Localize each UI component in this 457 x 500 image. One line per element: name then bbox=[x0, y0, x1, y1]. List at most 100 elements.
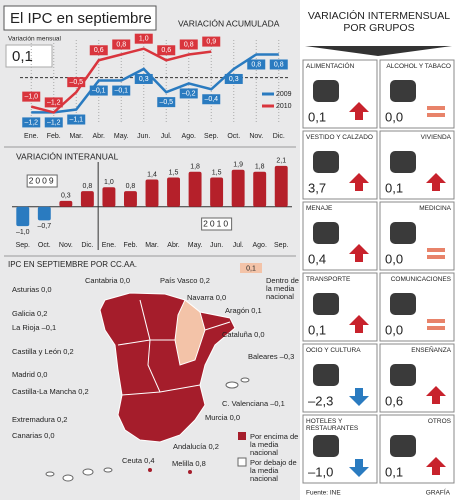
group-name: HOTELES Y RESTAURANTES bbox=[306, 418, 359, 432]
x-tick-label: Feb. bbox=[123, 242, 137, 249]
legend-label: 2010 bbox=[276, 103, 292, 110]
data-label: –0,2 bbox=[182, 90, 196, 97]
data-label: –0,5 bbox=[159, 99, 173, 106]
label-box bbox=[134, 33, 153, 44]
group-icon bbox=[390, 222, 416, 244]
group-value: 0,6 bbox=[385, 393, 403, 408]
year-box bbox=[201, 217, 233, 231]
group-icon bbox=[313, 151, 339, 173]
region-label: C. Valenciana –0,1 bbox=[222, 399, 285, 408]
region-label: Melilla 0,8 bbox=[172, 459, 206, 468]
label-box bbox=[224, 73, 243, 84]
map-island bbox=[240, 377, 250, 383]
label-box bbox=[202, 94, 221, 105]
label-box bbox=[67, 77, 86, 88]
group-value: 0,1 bbox=[385, 464, 403, 479]
group-name: OTROS bbox=[427, 418, 451, 425]
bar bbox=[145, 179, 159, 207]
label-box bbox=[112, 39, 131, 50]
equal-sign bbox=[427, 319, 445, 323]
group-name: ALCOHOL Y TABACO bbox=[386, 63, 451, 70]
legend-swatch bbox=[237, 457, 247, 467]
label-box bbox=[134, 73, 153, 84]
x-tick-label: May. bbox=[114, 133, 129, 140]
x-tick-label: Ene. bbox=[24, 133, 38, 140]
group-value: 0,0 bbox=[385, 251, 403, 266]
map-region bbox=[174, 299, 206, 366]
legend-text: Por encima de la media nacional bbox=[250, 432, 299, 457]
legend-text: Por debajo de la media nacional bbox=[250, 458, 297, 483]
equal-sign bbox=[427, 255, 445, 259]
data-label: 1,0 bbox=[139, 36, 149, 43]
label-box bbox=[112, 85, 131, 96]
region-label: Castilla y León 0,2 bbox=[12, 347, 74, 356]
group-icon bbox=[313, 222, 339, 244]
data-label: –0,4 bbox=[204, 96, 218, 103]
data-label: –1,1 bbox=[69, 116, 83, 123]
data-label: 0,3 bbox=[139, 76, 149, 83]
arrow-up bbox=[349, 315, 369, 333]
region-label: Madrid 0,0 bbox=[12, 370, 47, 379]
data-label: –0,1 bbox=[92, 87, 106, 94]
label-box bbox=[202, 36, 221, 47]
equal-sign bbox=[427, 106, 445, 110]
legend-value: 0,1 bbox=[246, 265, 256, 272]
bar bbox=[210, 177, 224, 207]
region-label: La Rioja –0,1 bbox=[12, 323, 56, 332]
x-tick-label: Nov. bbox=[59, 242, 73, 249]
group-name: VIVIENDA bbox=[420, 134, 451, 141]
arrow-up bbox=[426, 457, 446, 475]
header-arrow bbox=[305, 46, 452, 56]
arrow-up bbox=[426, 173, 446, 191]
region-label: Asturias 0,0 bbox=[12, 285, 52, 294]
data-label: –0,5 bbox=[69, 79, 83, 86]
group-icon bbox=[390, 80, 416, 102]
equal-sign bbox=[427, 248, 445, 252]
region-label: Baleares –0,3 bbox=[248, 352, 294, 361]
bar bbox=[231, 169, 245, 207]
x-tick-label: Feb. bbox=[47, 133, 61, 140]
data-label: 0,8 bbox=[184, 41, 194, 48]
map-border bbox=[139, 299, 151, 341]
credit: GRAFÍA bbox=[426, 488, 451, 497]
data-label: 0,9 bbox=[206, 38, 216, 45]
source: Fuente: INE bbox=[306, 490, 341, 497]
year-box bbox=[26, 174, 58, 188]
data-label: 0,8 bbox=[126, 183, 136, 190]
x-tick-label: Nov. bbox=[249, 133, 263, 140]
region-label: Canarias 0,0 bbox=[12, 431, 55, 440]
data-label: 1,9 bbox=[233, 162, 243, 169]
year-label: 2010 bbox=[203, 218, 230, 228]
group-icon bbox=[390, 151, 416, 173]
group-name: VESTIDO Y CALZADO bbox=[306, 134, 373, 141]
group-value: 3,7 bbox=[308, 180, 326, 195]
label-box bbox=[179, 39, 198, 50]
arrow-up bbox=[426, 386, 446, 404]
arrow-up bbox=[349, 102, 369, 120]
arrow-up bbox=[349, 173, 369, 191]
x-tick-label: Jun. bbox=[137, 133, 150, 140]
data-label: –1,2 bbox=[47, 99, 61, 106]
bar bbox=[37, 206, 51, 221]
data-label: 1,8 bbox=[190, 164, 200, 171]
group-value: 0,0 bbox=[385, 322, 403, 337]
group-name: COMUNICACIONES bbox=[390, 276, 451, 283]
label-box bbox=[179, 88, 198, 99]
data-label: 0,8 bbox=[251, 61, 261, 68]
x-tick-label: Sep. bbox=[204, 133, 218, 140]
x-tick-label: Mar. bbox=[145, 242, 159, 249]
group-icon bbox=[390, 435, 416, 457]
data-label: –0,7 bbox=[37, 223, 51, 230]
region-label: Murcia 0,0 bbox=[205, 413, 240, 422]
map-island bbox=[103, 467, 113, 473]
data-label: 0,8 bbox=[83, 183, 93, 190]
data-label: 0,3 bbox=[61, 193, 71, 200]
data-label: 0,3 bbox=[229, 76, 239, 83]
data-label: –0,1 bbox=[114, 87, 128, 94]
group-icon bbox=[313, 435, 339, 457]
map-border bbox=[204, 321, 231, 331]
label-box bbox=[157, 45, 176, 56]
bar bbox=[16, 206, 30, 227]
label-box bbox=[89, 45, 108, 56]
